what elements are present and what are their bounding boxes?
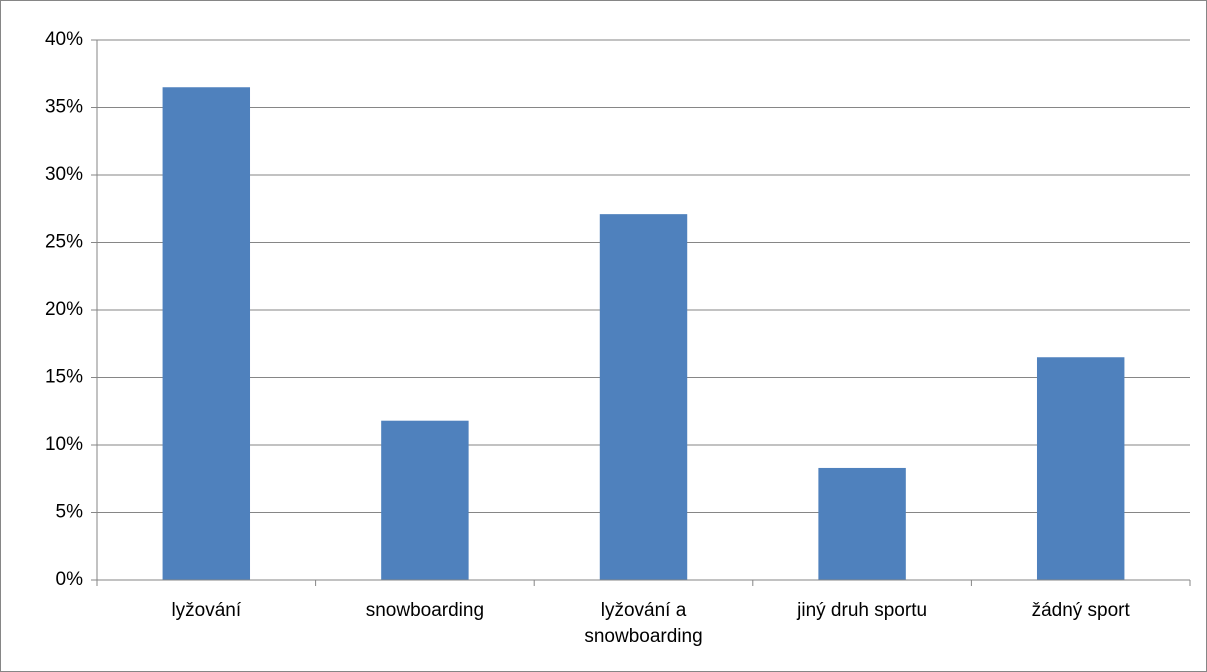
x-tick-label: snowboarding [365, 600, 485, 621]
y-tick-label: 20% [45, 299, 83, 320]
y-tick-label: 0% [56, 569, 84, 590]
y-tick-label: 30% [45, 164, 83, 185]
y-tick-label: 10% [45, 434, 83, 455]
y-tick-label: 5% [56, 502, 84, 523]
bar [1036, 357, 1125, 580]
x-tick-label: jiný druh sportu [797, 600, 928, 621]
bar [599, 214, 688, 580]
y-tick-label: 25% [45, 232, 83, 253]
x-tick-label: žádný sport [1031, 600, 1130, 621]
bar [162, 87, 251, 580]
y-tick-label: 40% [45, 29, 83, 50]
y-tick-label: 35% [45, 97, 83, 118]
x-tick-label: lyžování a snowboarding [584, 600, 703, 647]
bar [381, 420, 469, 580]
y-tick-label: 15% [45, 367, 83, 388]
bar [818, 467, 906, 580]
x-tick-label: lyžování [171, 600, 242, 621]
